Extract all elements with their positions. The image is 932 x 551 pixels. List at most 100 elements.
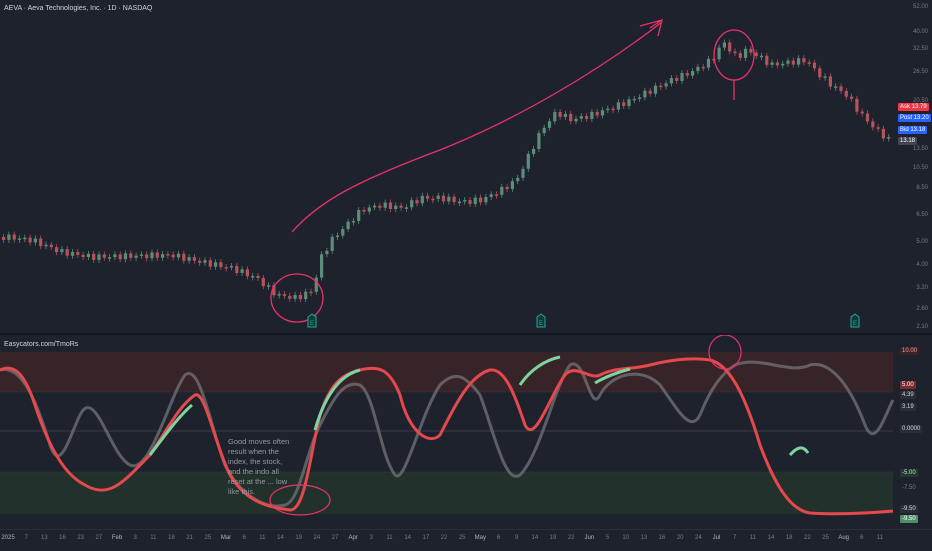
candle-body: [341, 229, 345, 236]
candle-body: [70, 252, 75, 256]
candle-body: [214, 262, 218, 267]
candle-body: [129, 253, 133, 258]
candle-body: [532, 148, 536, 154]
candle-body: [335, 235, 340, 238]
candle-body: [659, 85, 663, 88]
candle-body: [818, 68, 822, 78]
time-axis-label: May: [474, 535, 486, 541]
time-axis-label: 25: [822, 535, 829, 541]
time-axis-label: 22: [440, 535, 448, 541]
candle-body: [664, 83, 668, 87]
candle-body: [192, 257, 196, 261]
time-axis-label: 21: [186, 535, 193, 541]
candle-body: [510, 181, 514, 190]
time-axis[interactable]: [0, 529, 932, 551]
candle-body: [187, 257, 191, 261]
time-axis-label: 11: [150, 535, 157, 541]
candle-body: [473, 197, 477, 204]
candle-body: [479, 197, 483, 203]
candle-body: [55, 247, 59, 253]
candle-body: [505, 186, 509, 190]
osc-top-circle-drawing: [708, 335, 742, 370]
candle-body: [245, 269, 249, 277]
oscillator-tag: -5.00: [900, 469, 918, 477]
candle-body: [494, 194, 499, 196]
candle-body: [44, 244, 48, 247]
candle-body: [23, 237, 27, 240]
candle-body: [304, 291, 308, 300]
price-tag: 13.18: [898, 137, 918, 145]
candle-body: [579, 116, 583, 119]
candle-body: [791, 60, 795, 65]
trend-arrow-drawing: [291, 21, 663, 233]
pane-divider[interactable]: [0, 333, 932, 335]
time-axis-label: 13: [640, 535, 648, 541]
time-axis-label: 24: [313, 535, 321, 541]
candle-body: [367, 207, 371, 212]
candle-body: [399, 205, 403, 208]
candle-body: [489, 194, 493, 198]
candle-body: [738, 53, 742, 58]
candle-body: [415, 200, 419, 204]
candle-body: [865, 113, 870, 122]
candle-body: [457, 201, 461, 204]
candle-body: [717, 47, 721, 60]
candle-body: [547, 121, 552, 128]
candle-body: [420, 195, 424, 204]
candle-body: [638, 97, 642, 99]
candle-body: [2, 237, 6, 240]
candle-body: [839, 86, 843, 91]
candle-body: [97, 254, 101, 260]
oscillator-tag: 10.00: [900, 347, 920, 355]
candle-body: [309, 291, 313, 294]
candle-body: [622, 102, 626, 106]
time-axis-label: 13: [40, 535, 48, 541]
candle-body: [108, 257, 112, 259]
candle-body: [595, 111, 599, 116]
candle-body: [516, 177, 520, 182]
price-tick-label: 40.00: [912, 29, 928, 35]
time-axis-label: 3: [369, 535, 373, 541]
oscillator-tag: 4.39: [900, 391, 916, 399]
time-axis-label: 19: [295, 535, 302, 541]
candle-body: [749, 48, 753, 53]
price-tick-label: 2.10: [916, 324, 928, 330]
candle-body: [161, 254, 165, 258]
price-chart[interactable]: E E E: [0, 0, 932, 333]
candle-body: [696, 66, 700, 72]
time-axis-label: Aug: [838, 535, 849, 541]
oscillator-scale[interactable]: 10.00 5.00 4.39 3.19 0.0000 -5.00 -7.50 -9.50 -9…: [896, 335, 932, 529]
candle-body: [118, 254, 122, 260]
candle-body: [426, 195, 430, 199]
candle-body: [224, 267, 228, 269]
candle-body: [261, 277, 265, 287]
candle-body: [569, 113, 573, 122]
candle-body: [563, 113, 567, 117]
time-axis-label: 3: [133, 535, 137, 541]
time-axis-label: 11: [386, 535, 393, 541]
candle-body: [357, 209, 361, 222]
candle-body: [219, 262, 223, 268]
oscillator-chart[interactable]: [0, 335, 932, 529]
candle-body: [441, 195, 446, 202]
candle-body: [468, 200, 472, 204]
candle-body: [701, 66, 705, 69]
candle-body: [203, 260, 207, 263]
candle-body: [362, 209, 366, 212]
candle-body: [351, 221, 355, 223]
candle-body: [786, 60, 790, 64]
time-axis-label: 14: [767, 535, 775, 541]
candle-body: [123, 253, 128, 260]
stock-line-green-segment: [313, 368, 361, 431]
time-axis-label: 17: [422, 535, 430, 541]
candle-body: [320, 254, 324, 278]
stock-line-green-segment: [148, 403, 193, 456]
price-scale[interactable]: 52.0040.0032.5026.5020.5016.5013.5010.50…: [896, 0, 932, 333]
candle-body: [616, 102, 620, 110]
candle-body: [182, 253, 186, 261]
price-tick-label: 52.00: [912, 4, 928, 10]
time-axis-label: Mar: [220, 535, 232, 541]
candle-body: [653, 85, 658, 94]
candle-body: [728, 42, 732, 52]
candle-body: [277, 294, 281, 296]
